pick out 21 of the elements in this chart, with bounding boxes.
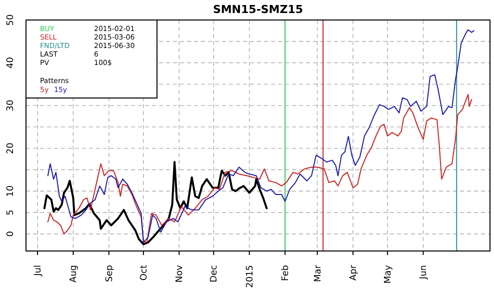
x-tick-label: Sep — [104, 264, 115, 282]
x-tick-label: Mar — [313, 264, 324, 282]
x-tick-label: Aug — [69, 265, 80, 283]
chart-title: SMN15-SMZ15 — [212, 3, 304, 16]
y-tick-label: 5 — [6, 210, 16, 216]
x-tick-label: 2015 — [245, 265, 256, 288]
y-tick-label: 40 — [6, 56, 16, 69]
x-tick-label: Nov — [175, 264, 186, 283]
y-tick-label: 20 — [6, 142, 16, 154]
x-tick-label: Oct — [139, 264, 150, 281]
x-tick-label: Jul — [34, 265, 44, 277]
y-tick-label: 0 — [6, 230, 16, 237]
x-tick-label: Dec — [210, 264, 220, 282]
x-tick-label: May — [384, 264, 394, 284]
x-tick-label: Apr — [348, 264, 359, 281]
x-tick-label: Feb — [281, 264, 292, 281]
line-series — [43, 161, 268, 246]
y-tick-label: 30 — [6, 100, 16, 112]
y-tick-label: 50 — [6, 14, 16, 26]
y-tick-label: 10 — [6, 185, 16, 197]
x-tick-label: Jun — [419, 265, 430, 280]
